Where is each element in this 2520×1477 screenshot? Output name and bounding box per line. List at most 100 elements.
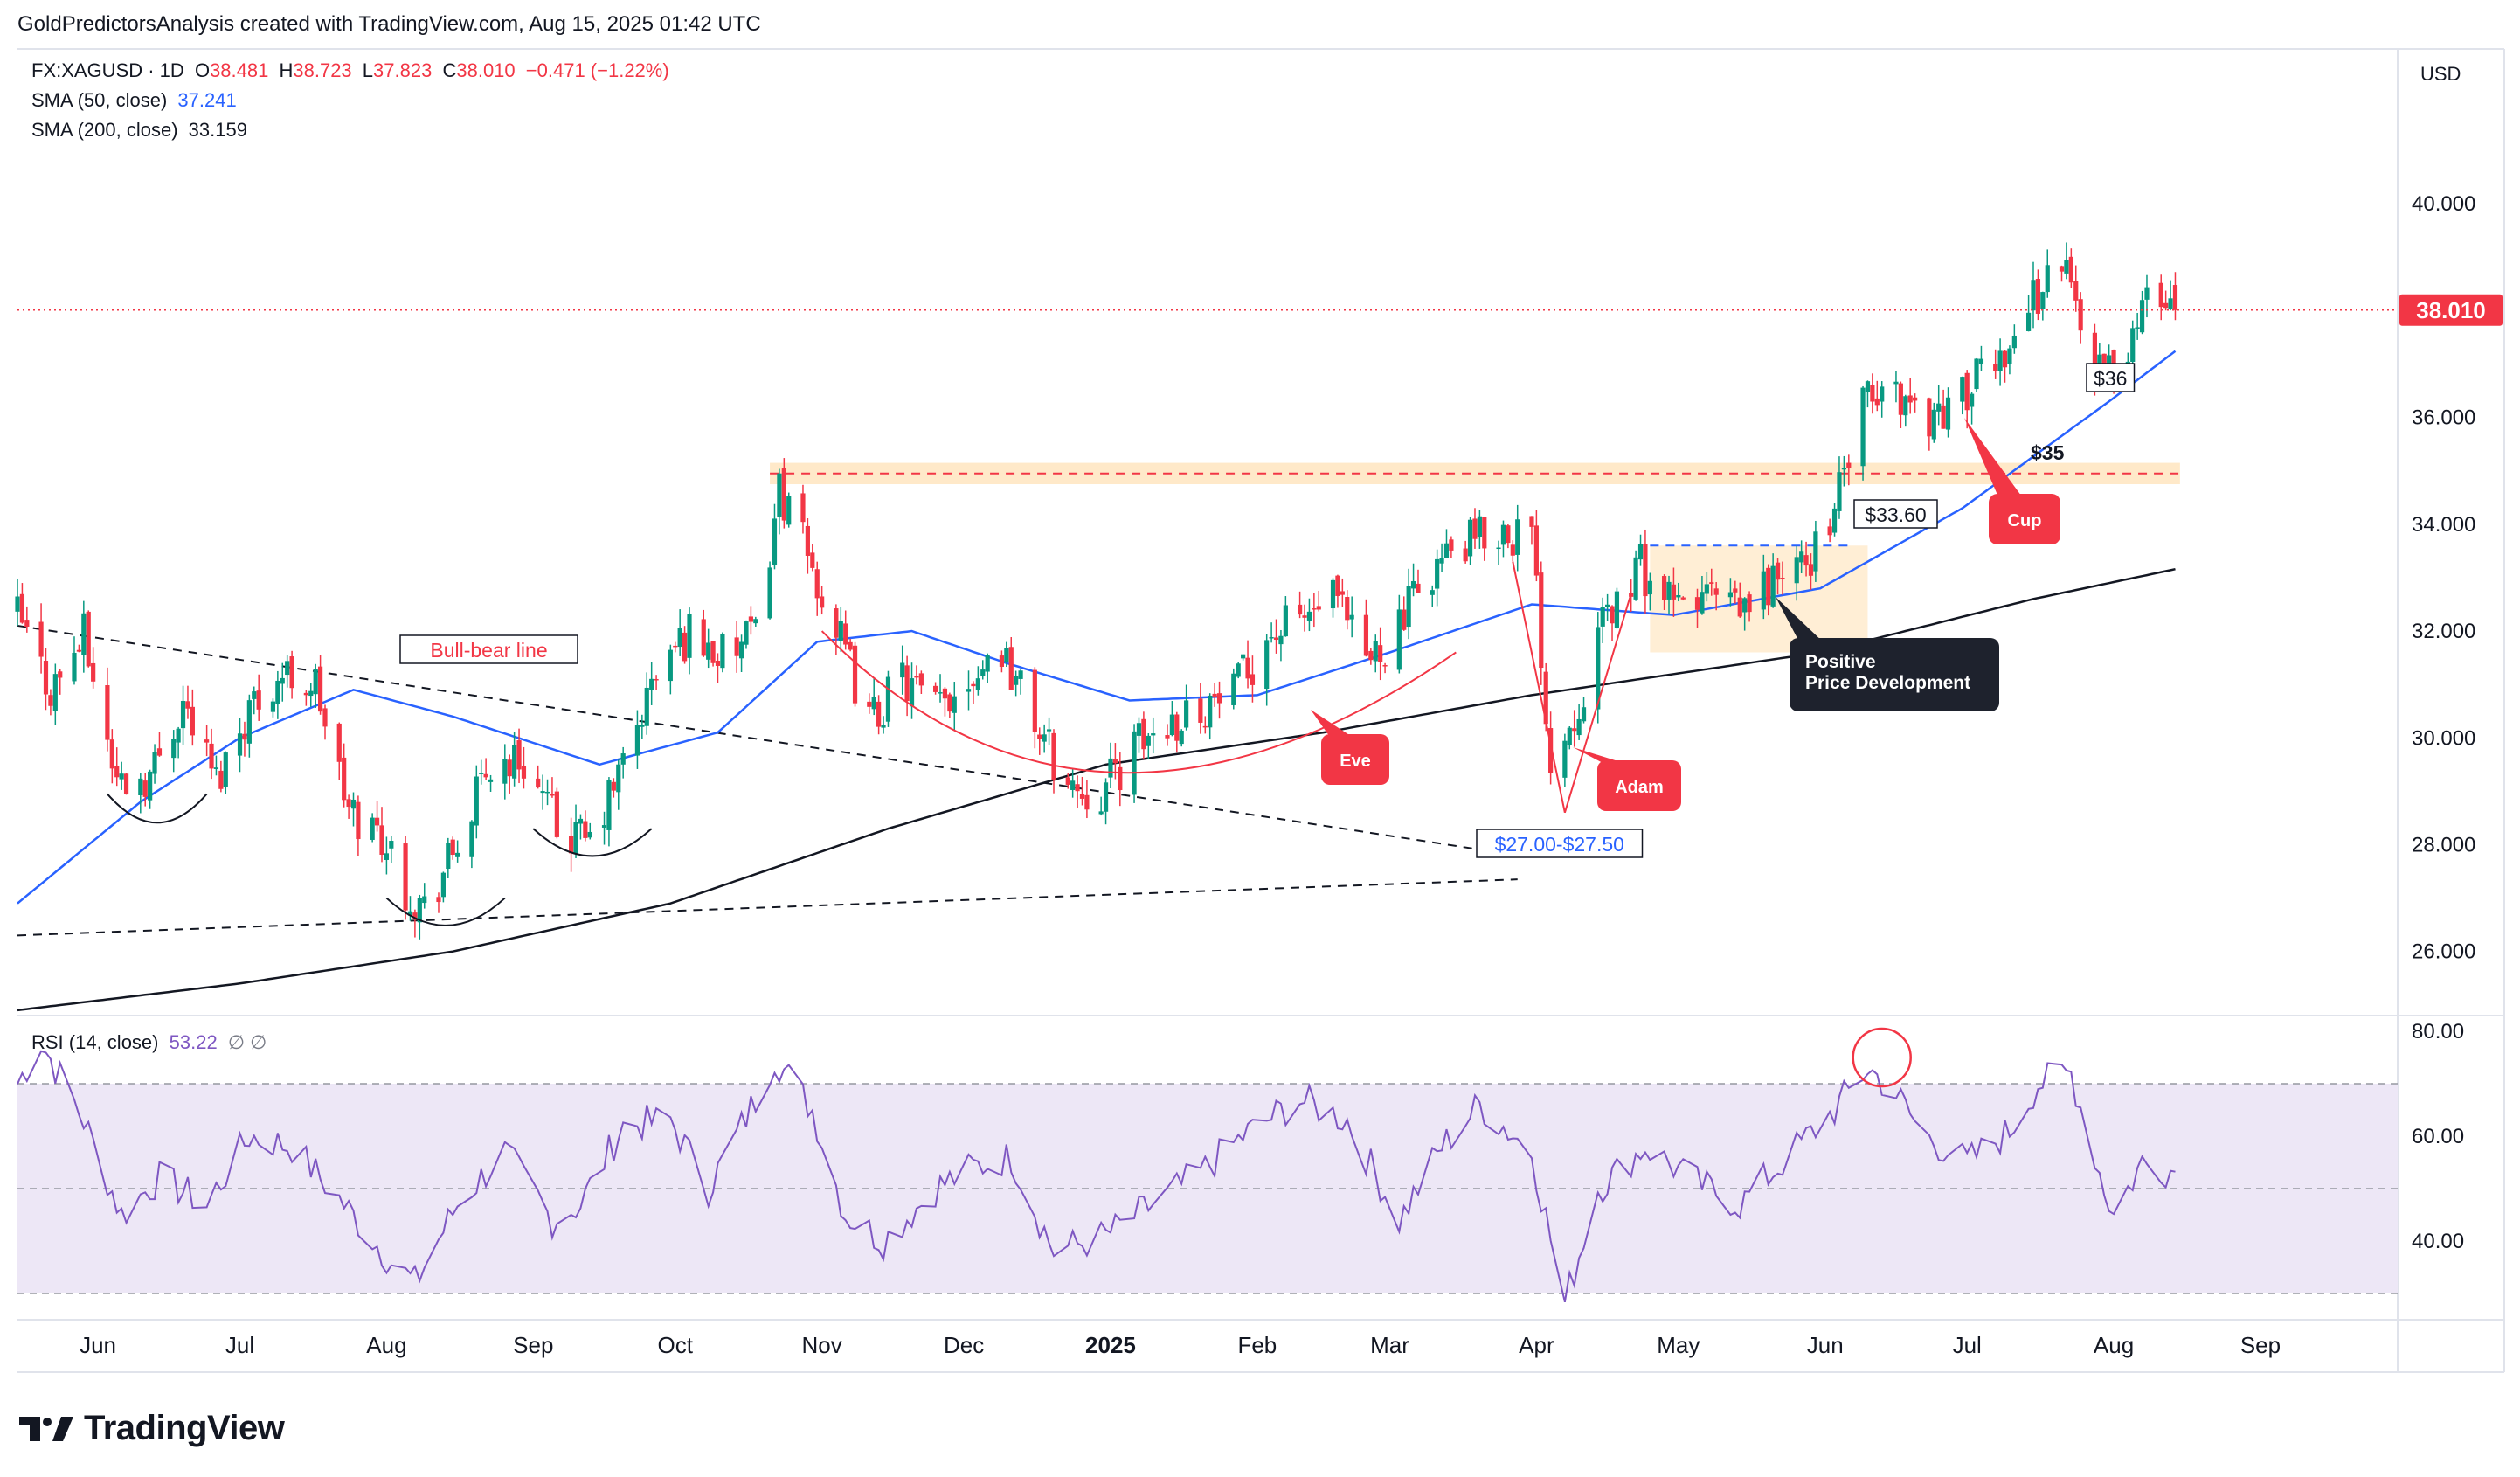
price-35-label: $35: [2031, 441, 2065, 464]
candle-body: [938, 692, 943, 694]
candle: [1680, 596, 1686, 601]
candle: [322, 704, 328, 740]
candle: [805, 517, 810, 574]
sma50-legend-line[interactable]: SMA (50, close) 37.241: [31, 89, 242, 112]
candle: [933, 682, 938, 695]
rsi-tick-label: 60.00: [2412, 1125, 2464, 1148]
candle: [76, 644, 82, 653]
candle-body: [479, 773, 484, 774]
candle-body: [1236, 663, 1241, 677]
candle: [19, 583, 25, 624]
adam-line-left: [1512, 561, 1566, 814]
candle-body: [48, 695, 53, 706]
candle: [715, 653, 721, 683]
candle-body: [1893, 381, 1899, 385]
sma200-legend-line[interactable]: SMA (200, close) 33.159: [31, 119, 253, 142]
candle-body: [308, 690, 314, 697]
candle: [1349, 596, 1354, 638]
candle: [1118, 752, 1123, 807]
candle: [2073, 265, 2079, 312]
candle: [1506, 524, 1511, 549]
rsi-pane: 80.00 60.00 40.00: [17, 1020, 2464, 1303]
candle-body: [1051, 732, 1056, 780]
candle-body: [1165, 735, 1170, 738]
candle: [1079, 776, 1085, 806]
candle-body: [980, 669, 986, 676]
sma50-label: SMA (50, close): [31, 89, 168, 111]
candle-body: [270, 701, 276, 712]
candle-body: [644, 687, 649, 726]
candle-body: [1936, 403, 1942, 412]
candle: [1903, 394, 1908, 427]
candle: [1970, 392, 1975, 425]
candle-body: [1978, 358, 1984, 364]
candle: [814, 561, 820, 616]
candle: [544, 779, 550, 806]
candle-body: [1704, 584, 1709, 594]
candle-body: [1596, 627, 1601, 710]
candle: [2040, 291, 2046, 321]
price-tick-label: 32.000: [2412, 620, 2475, 643]
candle: [38, 603, 44, 674]
candle-body: [142, 780, 148, 797]
candle-body: [1463, 548, 1468, 562]
time-tick-label: Jun: [1807, 1332, 1844, 1358]
candle: [1709, 568, 1714, 596]
candle: [2135, 312, 2140, 340]
candle: [767, 561, 772, 620]
candle-body: [1993, 364, 1998, 371]
candle: [450, 836, 455, 860]
candle-body: [744, 621, 749, 645]
candle-body: [1837, 472, 1842, 511]
candle-body: [180, 700, 186, 729]
candle-body: [1742, 598, 1748, 613]
candle-body: [1700, 592, 1705, 614]
candle: [469, 820, 474, 869]
candle-body: [1533, 525, 1539, 576]
sma50-line: [17, 350, 2177, 905]
candle-body: [1169, 714, 1174, 736]
candle: [488, 774, 494, 792]
time-axis[interactable]: Jun Jul Aug Sep Oct Nov Dec 2025 Feb Mar Apr May Jun…: [80, 1332, 2281, 1358]
positive-price-callout-text: Positive: [1805, 652, 1876, 672]
candle: [436, 892, 441, 913]
candle: [1046, 717, 1052, 745]
candle-body: [1467, 519, 1473, 557]
candle: [1860, 385, 1866, 481]
candle: [1496, 540, 1501, 565]
candle-body: [1151, 733, 1156, 736]
candle: [1202, 716, 1208, 734]
candle: [1236, 662, 1241, 679]
candle: [1378, 627, 1383, 681]
candle-body: [1079, 794, 1085, 799]
eve-callout: Eve: [1311, 710, 1389, 785]
candle-body: [1363, 614, 1369, 656]
rsi-legend-line[interactable]: RSI (14, close) 53.22 ∅ ∅: [31, 1031, 272, 1054]
candle: [885, 670, 891, 727]
candle: [720, 632, 725, 673]
tradingview-logo[interactable]: TradingView: [19, 1409, 285, 1448]
candle: [1345, 590, 1350, 630]
symbol-label[interactable]: FX:XAGUSD · 1D: [31, 59, 184, 81]
candle: [1936, 385, 1942, 426]
rsi-tick-label: 80.00: [2412, 1020, 2464, 1044]
candle-body: [536, 778, 541, 788]
candle-body: [2107, 355, 2112, 370]
candle-body: [1103, 782, 1109, 812]
candle-body: [1605, 604, 1610, 607]
candle-body: [1709, 582, 1714, 584]
rsi-value: 53.22: [169, 1031, 218, 1053]
candle: [1510, 540, 1515, 562]
candle: [1960, 376, 1965, 415]
candle: [417, 894, 422, 940]
candle-body: [985, 655, 990, 672]
candle: [1747, 591, 1752, 622]
candle-body: [2139, 300, 2145, 333]
candle: [1515, 504, 1520, 572]
candle-body: [2011, 335, 2017, 349]
candle-body: [1278, 635, 1284, 645]
price-36-label: $36: [2086, 363, 2136, 392]
candle-body: [777, 473, 782, 517]
candle-body: [1349, 614, 1354, 620]
